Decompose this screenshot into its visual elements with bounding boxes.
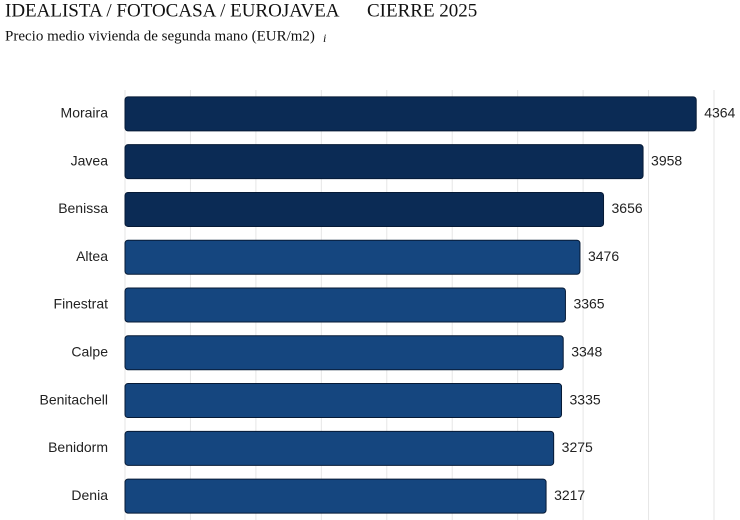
bar	[124, 478, 547, 514]
info-icon[interactable]: i	[323, 31, 326, 45]
y-tick-label: Benissa	[58, 200, 108, 216]
value-label: 3217	[554, 487, 585, 503]
bar	[124, 287, 566, 323]
y-tick-label: Benidorm	[48, 439, 108, 455]
y-tick-label: Moraira	[61, 105, 109, 121]
bar	[124, 335, 564, 371]
y-tick-label: Calpe	[71, 343, 108, 359]
value-label: 3656	[612, 200, 643, 216]
value-label: 3476	[588, 248, 619, 264]
chart-subtitle: Precio medio vivienda de segunda mano (E…	[5, 28, 315, 44]
value-label: 3335	[570, 391, 601, 407]
value-label: 3958	[651, 152, 682, 168]
value-label: 3275	[562, 439, 593, 455]
chart-title: IDEALISTA / FOTOCASA / EUROJAVEA	[5, 0, 340, 21]
bar	[124, 144, 644, 180]
y-tick-label: Benitachell	[40, 391, 109, 407]
y-tick-label: Javea	[71, 152, 109, 168]
value-label: 3348	[571, 343, 602, 359]
value-label: 3365	[573, 296, 604, 312]
bar	[124, 239, 581, 275]
y-tick-label: Altea	[76, 248, 108, 264]
bar	[124, 96, 697, 132]
y-tick-label: Finestrat	[54, 296, 109, 312]
value-label: 4364	[704, 105, 735, 121]
bar	[124, 383, 563, 419]
bar	[124, 430, 555, 466]
chart-period: CIERRE 2025	[367, 0, 477, 21]
y-tick-label: Denia	[71, 487, 108, 503]
bar	[124, 191, 605, 227]
